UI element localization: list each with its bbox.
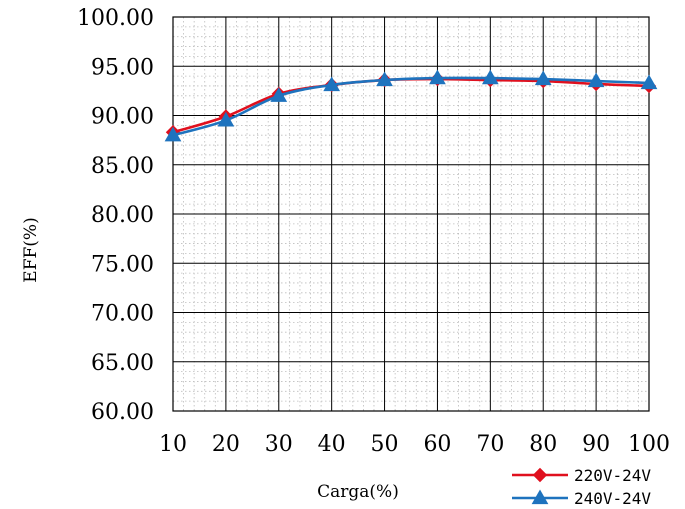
x-tick-label: 60: [423, 432, 451, 457]
legend: 220V-24V 240V-24V: [512, 466, 651, 508]
data-point: [481, 69, 499, 85]
y-tick-label: 100.00: [77, 6, 154, 31]
x-tick-labels: 10 20 30 40 50 60 70 80 90 100: [159, 432, 670, 457]
y-tick-label: 95.00: [91, 55, 154, 80]
legend-marker: [531, 489, 549, 505]
y-tick-label: 80.00: [91, 203, 154, 228]
y-tick-label: 70.00: [91, 302, 154, 327]
data-point: [429, 69, 446, 85]
legend-label: 240V-24V: [574, 489, 651, 508]
data-point: [376, 71, 393, 87]
legend-label: 220V-24V: [574, 466, 651, 485]
data-point: [323, 76, 341, 92]
data-point: [534, 70, 552, 86]
y-tick-label: 60.00: [91, 400, 154, 425]
data-point: [270, 87, 288, 102]
plot-frame: [172, 16, 650, 412]
legend-marker: [532, 467, 548, 483]
y-tick-label: 75.00: [91, 252, 154, 277]
series-240V-24V: [164, 69, 658, 142]
series-layer: [164, 69, 658, 142]
x-tick-label: 10: [159, 432, 187, 457]
x-tick-label: 70: [476, 432, 504, 457]
legend-entry: 240V-24V: [512, 489, 651, 508]
data-point: [164, 126, 182, 142]
data-point: [640, 74, 658, 90]
x-tick-label: 40: [318, 432, 346, 457]
legend-entry: 220V-24V: [512, 466, 651, 485]
data-point: [217, 111, 235, 127]
x-tick-label: 100: [628, 432, 670, 457]
x-tick-label: 90: [582, 432, 610, 457]
y-axis-title: EFF(%): [21, 217, 41, 282]
y-tick-label: 65.00: [91, 351, 154, 376]
x-tick-label: 50: [371, 432, 399, 457]
y-tick-labels: 100.00 95.00 90.00 85.00 80.00 75.00 70.00 65.0…: [77, 6, 154, 425]
y-tick-label: 85.00: [91, 154, 154, 179]
x-tick-label: 80: [529, 432, 557, 457]
x-tick-label: 30: [265, 432, 293, 457]
data-point: [587, 72, 605, 88]
x-axis-title: Carga(%): [317, 482, 399, 502]
x-tick-label: 20: [212, 432, 240, 457]
series-line: [172, 76, 650, 137]
y-tick-label: 90.00: [91, 105, 154, 130]
